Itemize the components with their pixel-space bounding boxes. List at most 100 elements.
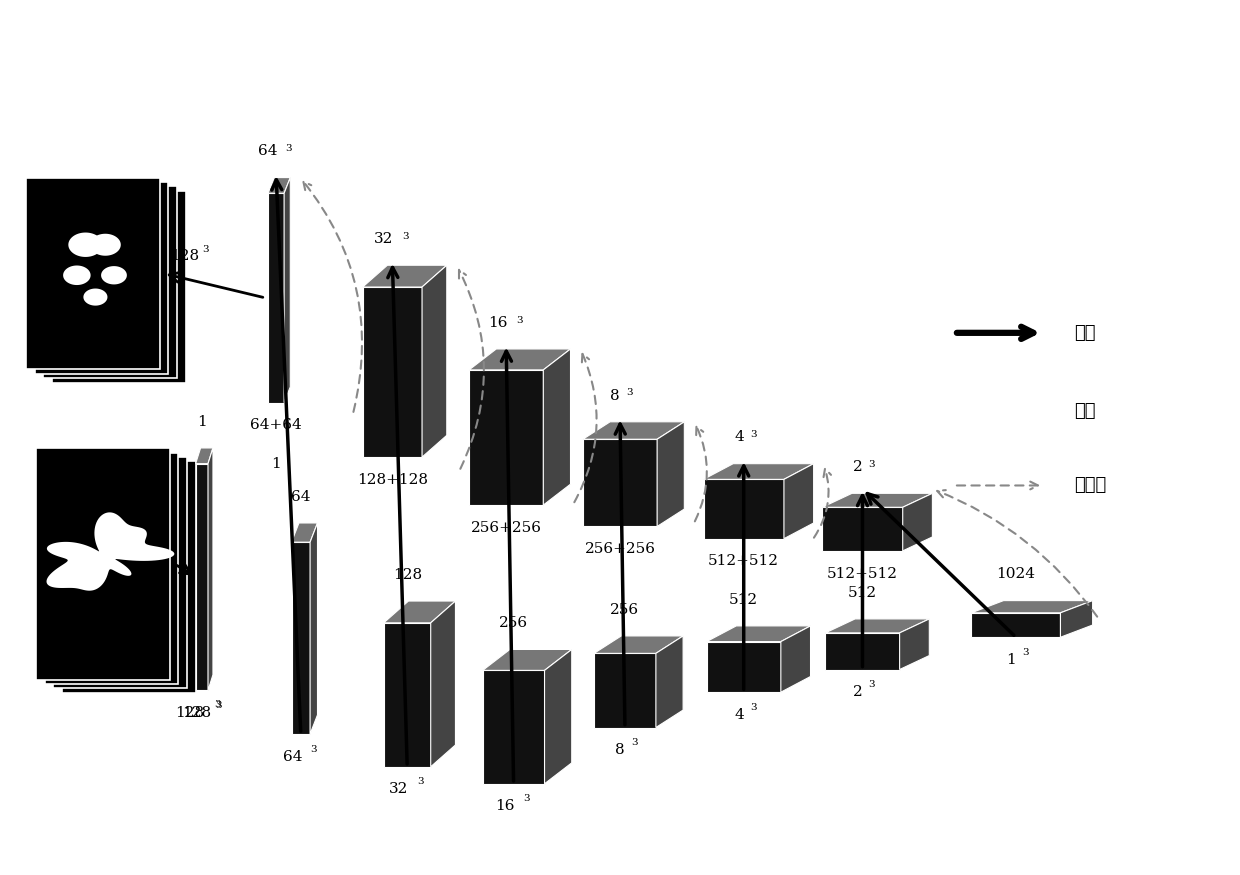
Polygon shape — [822, 493, 932, 507]
Polygon shape — [89, 234, 120, 255]
FancyBboxPatch shape — [35, 182, 169, 374]
Text: 3: 3 — [202, 245, 208, 254]
Text: 反卷积: 反卷积 — [1074, 477, 1106, 494]
Polygon shape — [196, 464, 208, 690]
Polygon shape — [899, 619, 929, 669]
Text: 128: 128 — [175, 706, 205, 720]
Polygon shape — [430, 601, 455, 766]
FancyBboxPatch shape — [36, 448, 170, 680]
Polygon shape — [284, 178, 290, 402]
Polygon shape — [826, 619, 929, 633]
Polygon shape — [543, 349, 570, 505]
Text: 64: 64 — [258, 144, 278, 158]
Polygon shape — [83, 289, 108, 305]
Polygon shape — [422, 265, 446, 457]
Polygon shape — [703, 480, 784, 539]
Polygon shape — [102, 266, 126, 284]
Text: 256+256: 256+256 — [584, 542, 656, 556]
Text: 3: 3 — [868, 680, 875, 689]
Text: 2: 2 — [853, 685, 863, 699]
Polygon shape — [47, 513, 175, 591]
Text: 8: 8 — [610, 388, 620, 402]
Text: 32: 32 — [374, 232, 393, 246]
Polygon shape — [383, 601, 455, 623]
Polygon shape — [383, 623, 430, 766]
Polygon shape — [268, 193, 284, 402]
Text: 3: 3 — [626, 388, 632, 397]
Text: 2: 2 — [853, 460, 863, 474]
Polygon shape — [362, 265, 446, 287]
Text: 64+64: 64+64 — [250, 418, 301, 432]
FancyBboxPatch shape — [43, 186, 177, 378]
Text: 16: 16 — [489, 316, 507, 330]
Text: 3: 3 — [215, 700, 221, 709]
Text: 64: 64 — [283, 750, 303, 764]
Polygon shape — [196, 448, 213, 464]
FancyBboxPatch shape — [53, 457, 187, 689]
Text: 128+128: 128+128 — [357, 473, 428, 487]
Polygon shape — [291, 523, 317, 542]
Text: 3: 3 — [1022, 648, 1029, 657]
Text: 3: 3 — [868, 460, 875, 469]
Polygon shape — [583, 439, 657, 527]
Text: 128: 128 — [170, 249, 200, 263]
Text: 512+512: 512+512 — [827, 567, 898, 581]
Text: 3: 3 — [417, 777, 424, 787]
Polygon shape — [781, 626, 811, 692]
Text: 128: 128 — [393, 568, 422, 582]
Polygon shape — [971, 600, 1092, 612]
Text: 256: 256 — [610, 603, 640, 617]
Text: 1: 1 — [1006, 653, 1016, 667]
Text: 32: 32 — [389, 782, 408, 796]
Polygon shape — [1060, 600, 1092, 637]
Polygon shape — [703, 464, 813, 480]
Text: 256: 256 — [498, 616, 528, 630]
Polygon shape — [903, 493, 932, 551]
Polygon shape — [594, 654, 656, 727]
Polygon shape — [362, 287, 422, 457]
Text: 128: 128 — [182, 706, 212, 720]
Polygon shape — [707, 626, 811, 641]
Polygon shape — [784, 464, 813, 539]
Text: 1: 1 — [272, 457, 281, 471]
Text: 4: 4 — [734, 708, 744, 722]
Polygon shape — [310, 523, 317, 734]
Polygon shape — [63, 265, 91, 285]
Polygon shape — [68, 233, 103, 257]
FancyBboxPatch shape — [62, 461, 196, 693]
Polygon shape — [482, 649, 572, 670]
Text: 1: 1 — [197, 415, 207, 429]
Polygon shape — [291, 542, 310, 734]
Text: 3: 3 — [215, 701, 222, 710]
Polygon shape — [822, 507, 903, 551]
Text: 卷积: 卷积 — [1074, 402, 1096, 420]
Text: 64: 64 — [291, 490, 310, 504]
Text: 3: 3 — [402, 232, 409, 241]
Text: 3: 3 — [750, 430, 756, 439]
Text: 3: 3 — [523, 794, 529, 803]
Text: 512: 512 — [729, 592, 759, 606]
Text: 3: 3 — [631, 738, 637, 747]
Text: 连接: 连接 — [1074, 324, 1096, 342]
Text: 3: 3 — [285, 144, 293, 153]
Text: 8: 8 — [615, 743, 625, 757]
Polygon shape — [826, 633, 899, 669]
Text: 512+512: 512+512 — [708, 555, 779, 569]
Polygon shape — [657, 422, 684, 527]
Polygon shape — [971, 612, 1060, 637]
Polygon shape — [482, 670, 544, 784]
Polygon shape — [208, 448, 213, 690]
Polygon shape — [594, 636, 683, 654]
Text: 3: 3 — [750, 703, 756, 711]
Text: 4: 4 — [734, 430, 744, 444]
FancyBboxPatch shape — [52, 191, 186, 382]
Polygon shape — [656, 636, 683, 727]
Text: 3: 3 — [310, 745, 317, 753]
FancyBboxPatch shape — [45, 452, 179, 684]
Polygon shape — [544, 649, 572, 784]
Polygon shape — [469, 370, 543, 505]
Polygon shape — [469, 349, 570, 370]
Text: 512: 512 — [848, 585, 877, 599]
Text: 1024: 1024 — [997, 567, 1035, 581]
Polygon shape — [268, 178, 290, 193]
